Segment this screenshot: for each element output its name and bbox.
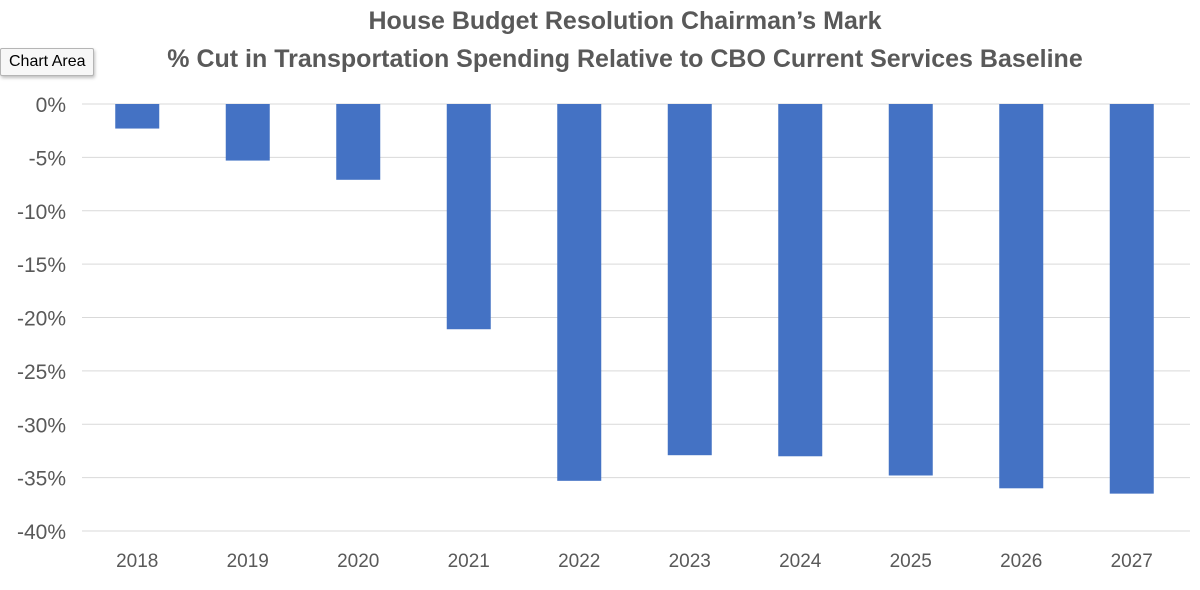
y-tick-label: -20% — [17, 308, 66, 331]
bar-2023[interactable] — [667, 104, 712, 456]
bars — [115, 104, 1154, 494]
bar-2024[interactable] — [778, 104, 823, 457]
y-tick-label: -15% — [17, 254, 66, 277]
x-tick-label: 2022 — [558, 551, 600, 572]
bar-2020[interactable] — [336, 104, 381, 180]
x-tick-label: 2023 — [669, 551, 711, 572]
bar-2019[interactable] — [225, 104, 270, 161]
x-tick-label: 2026 — [1000, 551, 1042, 572]
y-tick-label: -40% — [17, 521, 66, 544]
y-tick-label: -35% — [17, 468, 66, 491]
y-tick-label: 0% — [36, 94, 66, 117]
x-tick-label: 2019 — [227, 551, 269, 572]
y-axis: 0% -5% -10% -15% -20% -25% -30% -35% -40% — [17, 94, 66, 544]
x-tick-label: 2018 — [116, 551, 158, 572]
x-axis: 2018 2019 2020 2021 2022 2023 2024 2025 2026 2027 — [116, 551, 1153, 572]
bar-2021[interactable] — [446, 104, 491, 330]
y-tick-label: -5% — [29, 147, 66, 170]
y-tick-label: -30% — [17, 414, 66, 437]
x-tick-label: 2025 — [890, 551, 932, 572]
chart-title: House Budget Resolution Chairman’s Mark — [368, 7, 882, 35]
x-tick-label: 2020 — [337, 551, 379, 572]
chart-area-tooltip: Chart Area — [0, 48, 95, 76]
bar-2025[interactable] — [888, 104, 933, 476]
y-tick-label: -10% — [17, 201, 66, 224]
bar-2027[interactable] — [1109, 104, 1154, 494]
x-tick-label: 2021 — [448, 551, 490, 572]
x-tick-label: 2024 — [779, 551, 822, 572]
chart-subtitle: % Cut in Transportation Spending Relativ… — [167, 45, 1083, 73]
bar-2022[interactable] — [557, 104, 602, 481]
x-tick-label: 2027 — [1111, 551, 1153, 572]
bar-2018[interactable] — [115, 104, 160, 129]
bar-2026[interactable] — [999, 104, 1044, 489]
y-tick-label: -25% — [17, 361, 66, 384]
